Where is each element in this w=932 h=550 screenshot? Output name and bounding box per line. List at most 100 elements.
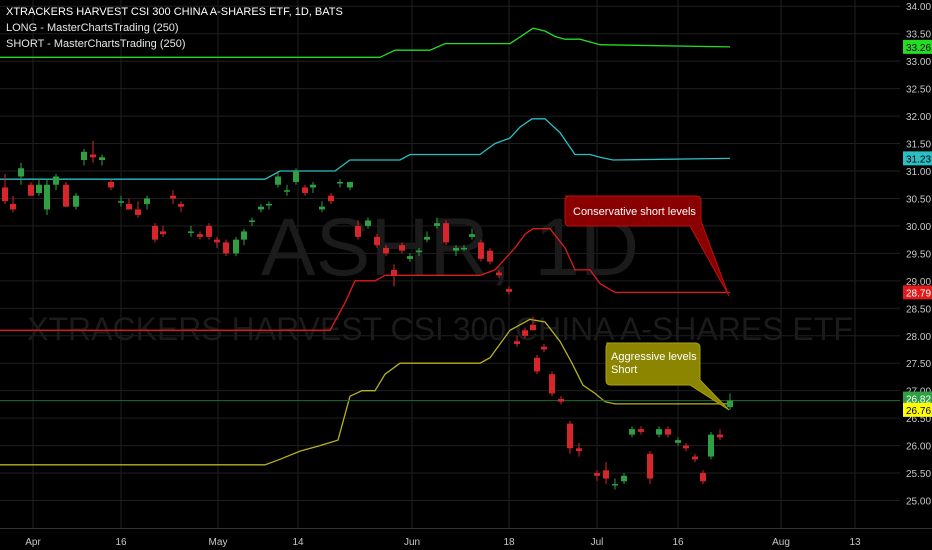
watermark-name: XTRACKERS HARVEST CSI 300 CHINA A-SHARES…	[27, 311, 853, 347]
price-axis[interactable]: 25.0025.5026.0026.5027.0027.5028.0028.50…	[900, 0, 932, 550]
candle[interactable]	[453, 245, 459, 257]
candle[interactable]	[700, 470, 706, 485]
candle[interactable]	[496, 269, 502, 279]
candle[interactable]	[443, 220, 449, 246]
candle[interactable]	[223, 239, 229, 257]
candle[interactable]	[178, 201, 184, 213]
candle[interactable]	[90, 140, 96, 163]
candle[interactable]	[18, 162, 24, 185]
candle[interactable]	[424, 231, 430, 243]
candle[interactable]	[249, 217, 255, 226]
candle[interactable]	[647, 451, 653, 485]
candle[interactable]	[434, 217, 440, 229]
candle[interactable]	[665, 426, 671, 438]
candle[interactable]	[53, 173, 59, 191]
candle[interactable]	[487, 247, 493, 265]
candle[interactable]	[28, 181, 34, 196]
candle[interactable]	[603, 462, 609, 485]
candle[interactable]	[717, 429, 723, 441]
candles[interactable]	[2, 140, 733, 490]
time-axis[interactable]: Apr 16 May 14 Jun 18 Jul 16 Aug 13	[0, 528, 932, 549]
candle[interactable]	[241, 228, 247, 246]
candle[interactable]	[461, 245, 467, 251]
candle-body	[152, 225, 158, 240]
candle[interactable]	[708, 431, 714, 460]
candle[interactable]	[319, 201, 325, 213]
candle[interactable]	[44, 179, 50, 215]
candle[interactable]	[347, 181, 353, 191]
price-label-text: 31.23	[906, 154, 931, 165]
conservative-callout[interactable]: Conservative short levels	[564, 195, 730, 297]
candle[interactable]	[135, 201, 141, 218]
candle[interactable]	[214, 236, 220, 248]
candle[interactable]	[328, 192, 334, 204]
candle[interactable]	[293, 168, 299, 185]
candle[interactable]	[629, 426, 635, 438]
long-indicator-label[interactable]: LONG - MasterChartsTrading (250)	[6, 22, 179, 34]
candle[interactable]	[188, 225, 194, 237]
candle[interactable]	[126, 198, 132, 210]
candle-body	[328, 195, 334, 202]
candle[interactable]	[549, 371, 555, 397]
candle[interactable]	[99, 154, 105, 166]
candle[interactable]	[522, 327, 528, 339]
candle[interactable]	[638, 426, 644, 435]
candle[interactable]	[594, 470, 600, 482]
candle[interactable]	[206, 223, 212, 240]
y-tick-label: 28.00	[906, 332, 931, 343]
candle[interactable]	[621, 473, 627, 485]
candle[interactable]	[692, 453, 698, 463]
candle[interactable]	[152, 223, 158, 243]
candle[interactable]	[170, 190, 176, 204]
candle[interactable]	[656, 426, 662, 438]
candle[interactable]	[675, 437, 681, 446]
candle[interactable]	[541, 343, 547, 353]
candle[interactable]	[302, 184, 308, 196]
candle[interactable]	[63, 181, 69, 207]
candle[interactable]	[258, 203, 264, 213]
candle[interactable]	[337, 179, 343, 188]
candle[interactable]	[233, 236, 239, 257]
candle[interactable]	[416, 247, 422, 257]
candle[interactable]	[506, 286, 512, 295]
candle-body	[708, 434, 714, 457]
candle[interactable]	[310, 181, 316, 193]
candle[interactable]	[683, 442, 689, 452]
candle[interactable]	[118, 195, 124, 207]
candle[interactable]	[73, 192, 79, 210]
candle-body	[188, 231, 194, 233]
candle[interactable]	[567, 420, 573, 454]
candle[interactable]	[355, 220, 361, 240]
candle[interactable]	[576, 442, 582, 457]
candle[interactable]	[530, 316, 536, 331]
candle[interactable]	[407, 253, 413, 262]
candle[interactable]	[284, 184, 290, 196]
candle[interactable]	[36, 179, 42, 196]
candle[interactable]	[478, 239, 484, 262]
candle[interactable]	[383, 245, 389, 257]
candle[interactable]	[365, 217, 371, 229]
candle[interactable]	[2, 173, 8, 204]
candle[interactable]	[108, 179, 114, 191]
candle-body	[700, 473, 706, 482]
candle[interactable]	[399, 242, 405, 254]
candle[interactable]	[160, 225, 166, 237]
candle[interactable]	[534, 354, 540, 375]
candle[interactable]	[514, 335, 520, 347]
x-tick-label: 16	[672, 537, 684, 548]
candle[interactable]	[727, 393, 733, 410]
candle[interactable]	[10, 195, 16, 213]
candle[interactable]	[374, 234, 380, 248]
candle[interactable]	[197, 231, 203, 240]
candle[interactable]	[558, 396, 564, 405]
candle[interactable]	[144, 195, 150, 210]
candle[interactable]	[266, 201, 272, 210]
candle[interactable]	[391, 264, 397, 287]
candle[interactable]	[81, 149, 87, 166]
candle[interactable]	[469, 228, 475, 240]
short-indicator-label[interactable]: SHORT - MasterChartsTrading (250)	[6, 38, 186, 50]
candle[interactable]	[612, 478, 618, 490]
candle[interactable]	[275, 171, 281, 188]
